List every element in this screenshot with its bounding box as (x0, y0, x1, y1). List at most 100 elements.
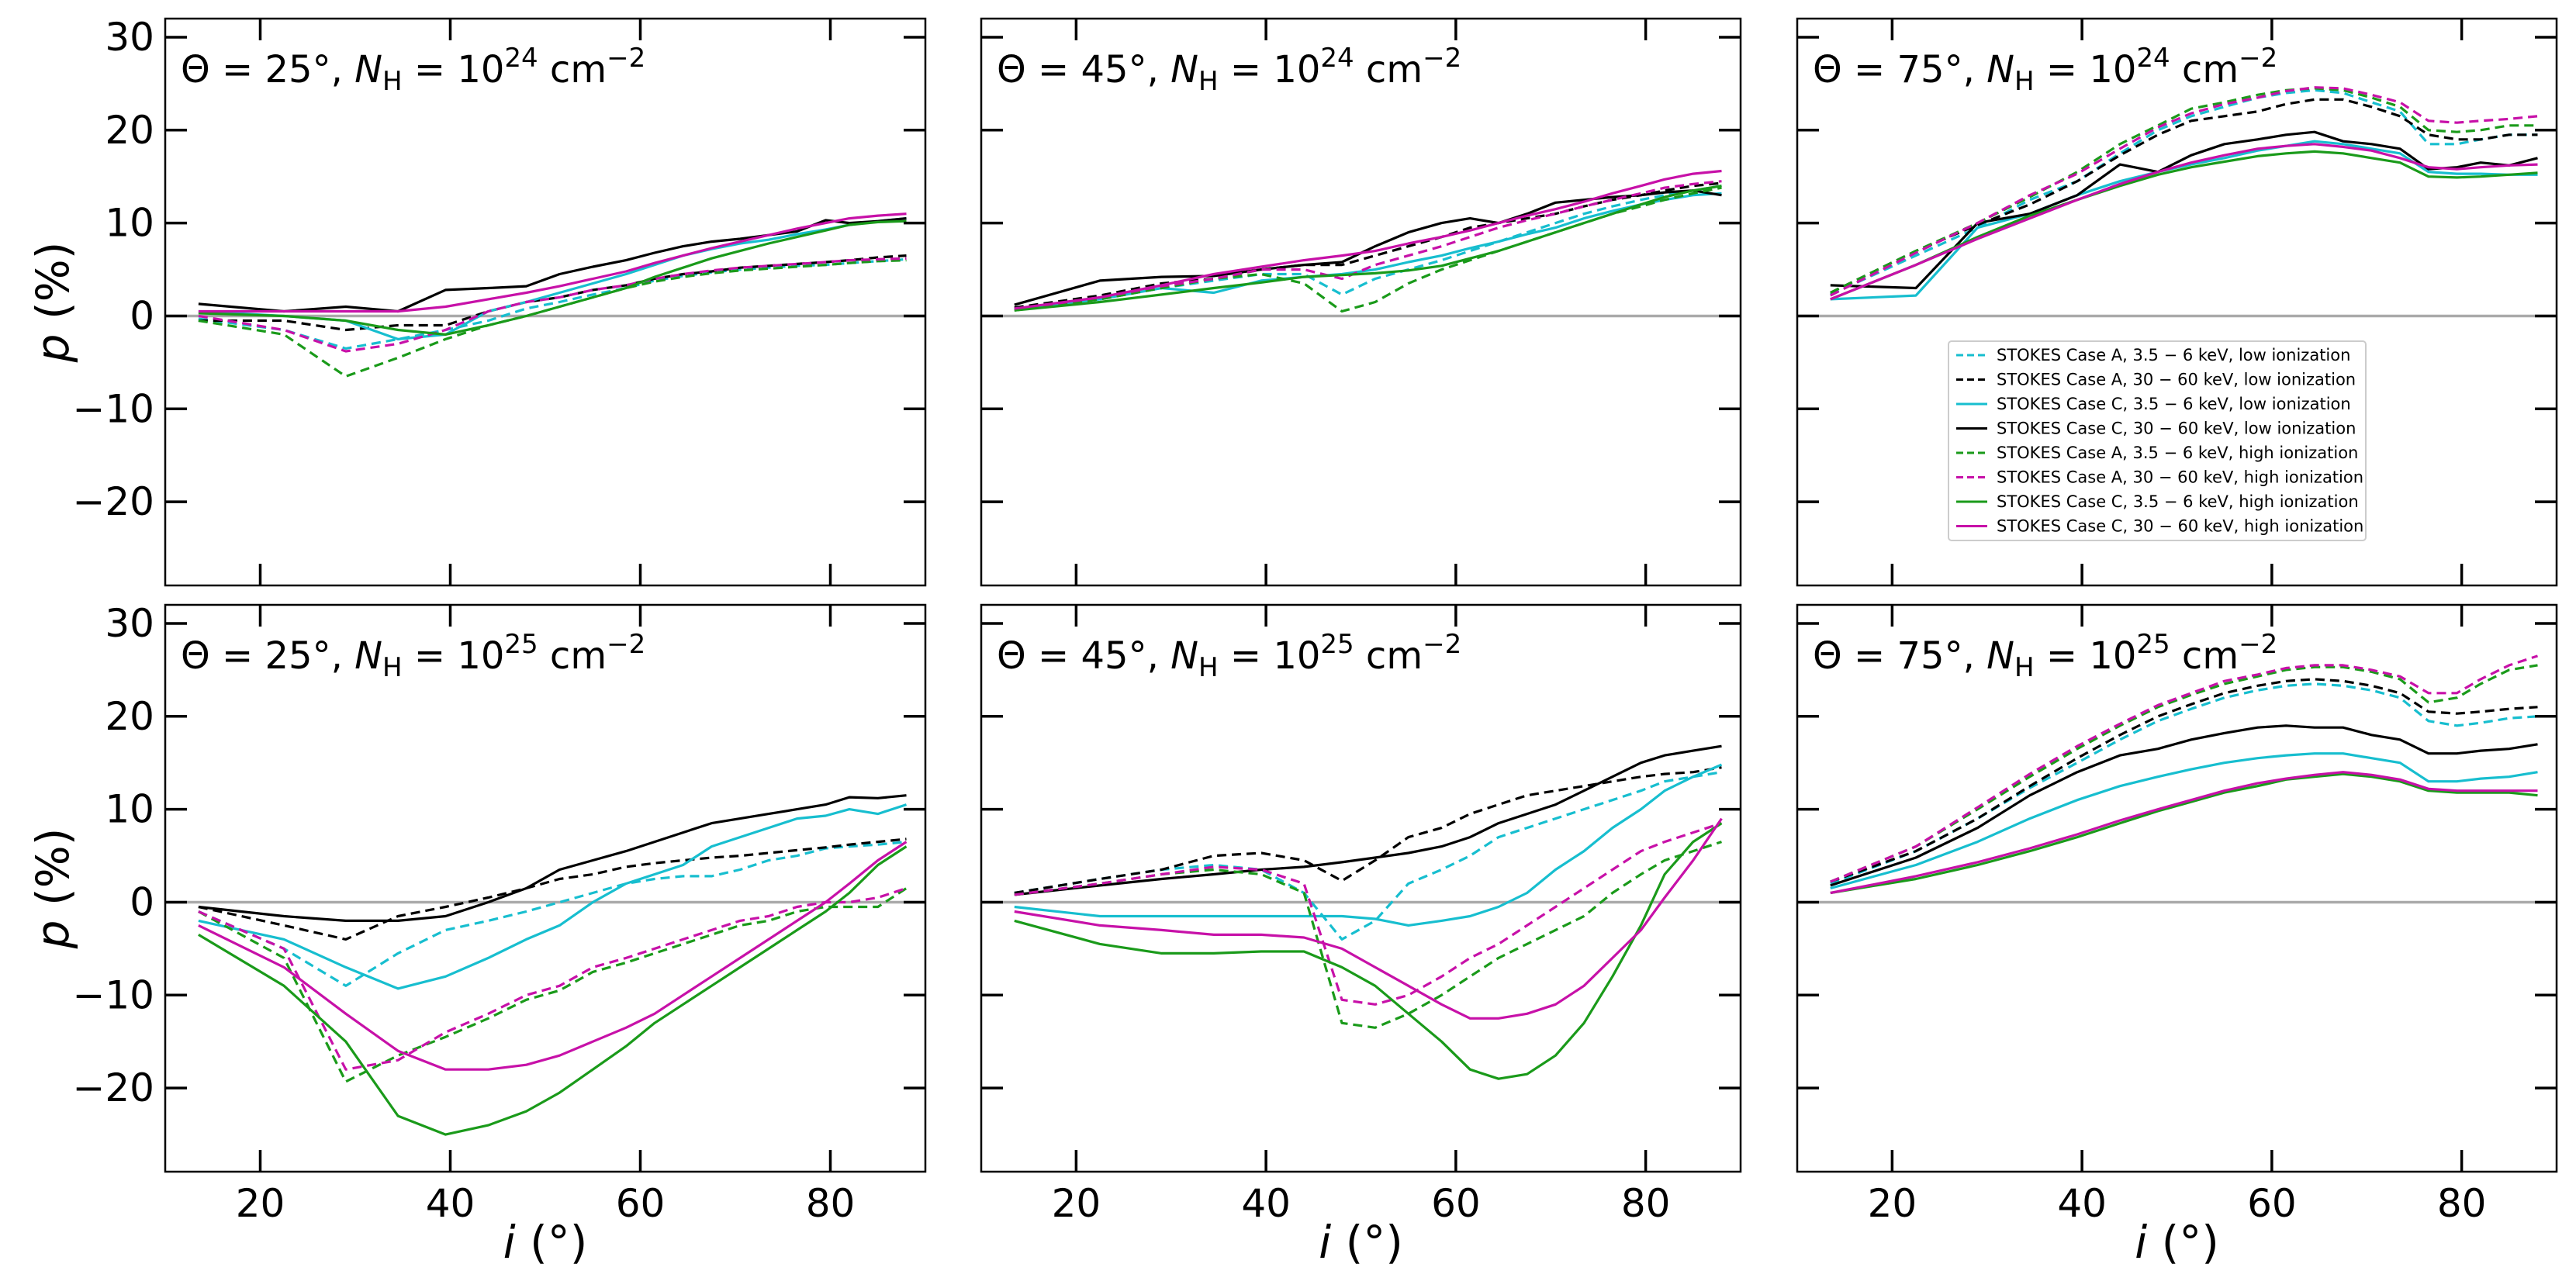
panel-6: 20 40 60 80 Θ = 75°, NH = 1025 cm−2 i (°) (1796, 603, 2558, 1269)
series-line-8 (198, 212, 907, 313)
series-group (1830, 654, 2538, 895)
y-tick-label: −20 (72, 1065, 154, 1110)
series-line-1 (1014, 185, 1722, 310)
series-line-6 (1830, 654, 2538, 883)
axes-frame (1796, 603, 2558, 1173)
series-line-1 (198, 257, 907, 350)
x-tick-label: 40 (426, 1181, 475, 1226)
y-tick-label: 10 (105, 201, 154, 246)
x-tick-label: 60 (2247, 1181, 2297, 1226)
series-line-6 (1830, 86, 2538, 297)
panel-2: Θ = 45°, NH = 1024 cm−2 (980, 17, 1742, 587)
series-line-4 (198, 217, 907, 313)
legend-label: STOKES Case C, 30 − 60 keV, low ionizati… (1997, 420, 2356, 438)
panel-title: Θ = 45°, NH = 1025 cm−2 (997, 629, 1461, 683)
series-line-6 (1014, 180, 1722, 311)
axes-frame (1796, 17, 2558, 587)
series-line-7 (198, 845, 908, 1136)
series-line-8 (1830, 771, 2538, 895)
series-line-1 (198, 841, 907, 987)
panel-title: Θ = 75°, NH = 1025 cm−2 (1813, 629, 2277, 683)
series-line-8 (1014, 817, 1723, 1020)
series-line-8 (1014, 169, 1722, 310)
series-line-1 (1014, 771, 1722, 941)
series-line-6 (1014, 822, 1722, 1006)
axes-frame (164, 603, 927, 1173)
series-line-4 (1014, 189, 1722, 306)
series-group (1830, 86, 2538, 301)
panel-title: Θ = 75°, NH = 1024 cm−2 (1813, 43, 2277, 97)
series-group (198, 212, 907, 378)
x-axis-label: i (°) (2135, 1216, 2219, 1269)
series-line-6 (198, 886, 907, 1071)
panel-5: 20 40 60 80 Θ = 45°, NH = 1025 cm−2 i (°) (980, 603, 1742, 1269)
legend-label: STOKES Case A, 3.5 − 6 keV, high ionizat… (1997, 444, 2358, 462)
x-tick-label: 60 (616, 1181, 666, 1226)
panel-4: −20 −10 0 10 20 30 20 40 60 80 Θ = 25°, NH = 1025 … (26, 601, 927, 1269)
legend-label: STOKES Case C, 30 − 60 keV, high ionizat… (1997, 517, 2363, 536)
series-group (1014, 744, 1723, 1080)
x-tick-label: 20 (236, 1181, 285, 1226)
axes-frame (164, 17, 927, 587)
series-line-4 (1830, 724, 2538, 887)
x-tick-label: 80 (806, 1181, 856, 1226)
series-line-4 (1830, 130, 2538, 290)
series-line-2 (1830, 678, 2538, 883)
series-line-7 (1830, 772, 2538, 895)
legend-label: STOKES Case A, 3.5 − 6 keV, low ionizati… (1997, 346, 2350, 364)
axes-frame (980, 17, 1742, 587)
series-line-2 (1014, 181, 1722, 309)
y-tick-label: 20 (105, 694, 154, 739)
series-line-5 (1830, 87, 2538, 294)
x-tick-label: 20 (1868, 1181, 1917, 1226)
series-line-3 (1830, 752, 2538, 890)
series-group (1014, 169, 1722, 313)
series-line-7 (1014, 822, 1723, 1080)
panel-title: Θ = 25°, NH = 1025 cm−2 (181, 629, 645, 683)
y-tick-label: 30 (105, 601, 154, 646)
x-tick-label: 40 (1241, 1181, 1291, 1226)
x-tick-label: 40 (2057, 1181, 2107, 1226)
series-line-2 (1014, 766, 1722, 895)
y-tick-label: −10 (72, 972, 154, 1017)
legend-label: STOKES Case A, 30 − 60 keV, low ionizati… (1997, 371, 2356, 389)
y-tick-label: 10 (105, 787, 154, 832)
legend-label: STOKES Case C, 3.5 − 6 keV, low ionizati… (1997, 395, 2351, 413)
series-line-5 (198, 887, 908, 1083)
panel-1: −20 −10 0 10 20 30 Θ = 25°, NH = 1024 cm−2 p (%… (26, 15, 927, 587)
x-tick-label: 80 (2437, 1181, 2487, 1226)
series-line-8 (1830, 143, 2538, 301)
series-line-3 (1014, 763, 1723, 927)
y-tick-label: 30 (105, 15, 154, 60)
series-line-2 (198, 254, 907, 332)
y-axis-label: p (%) (26, 242, 79, 364)
y-tick-label: −20 (72, 479, 154, 524)
panel-title: Θ = 25°, NH = 1024 cm−2 (181, 43, 645, 97)
y-tick-label: 0 (130, 293, 154, 338)
y-tick-label: 0 (130, 879, 154, 924)
x-tick-label: 20 (1052, 1181, 1101, 1226)
x-tick-label: 80 (1621, 1181, 1671, 1226)
series-line-4 (1014, 744, 1722, 896)
series-line-7 (1830, 150, 2538, 301)
axes-frame (980, 603, 1742, 1173)
x-axis-label: i (°) (503, 1216, 588, 1269)
series-line-5 (198, 259, 907, 378)
series-group (198, 794, 908, 1136)
series-line-8 (198, 841, 908, 1071)
legend-box (1948, 340, 2367, 541)
legend-label: STOKES Case C, 3.5 − 6 keV, high ionizat… (1997, 492, 2359, 511)
x-tick-label: 60 (1431, 1181, 1481, 1226)
series-line-6 (198, 257, 907, 353)
series-line-2 (198, 837, 907, 941)
y-tick-label: −10 (72, 386, 154, 431)
series-line-7 (198, 219, 907, 336)
legend: STOKES Case A, 3.5 − 6 keV, low ionizati… (1948, 340, 2367, 541)
series-line-2 (1830, 98, 2538, 294)
series-line-7 (1014, 185, 1722, 312)
panel-title: Θ = 45°, NH = 1024 cm−2 (997, 43, 1461, 97)
legend-label: STOKES Case A, 30 − 60 keV, high ionizat… (1997, 468, 2363, 487)
x-axis-label: i (°) (1319, 1216, 1403, 1269)
series-line-5 (1830, 664, 2538, 883)
